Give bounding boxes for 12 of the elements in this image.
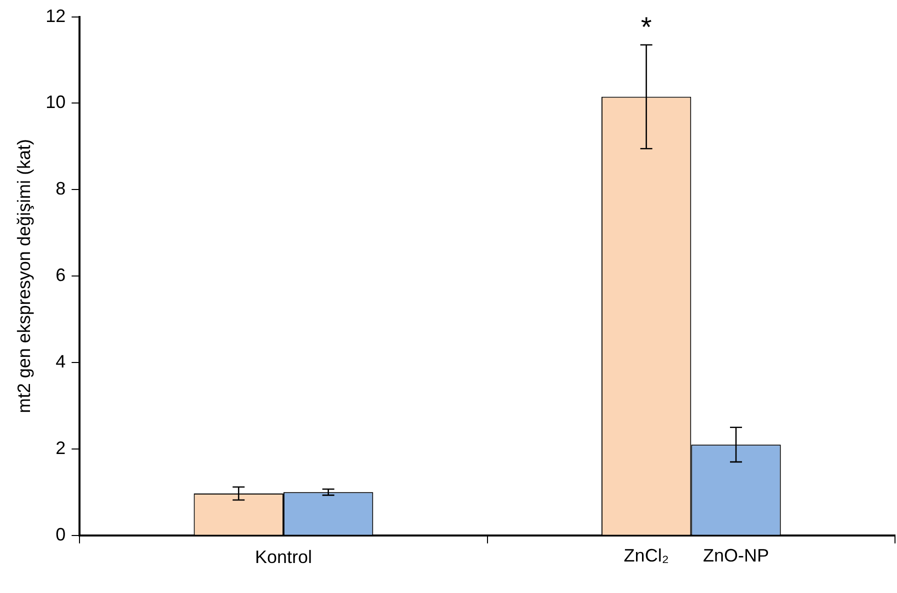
series-label: ZnO-NP [702,545,770,566]
y-tick-label: 6 [56,265,66,286]
y-tick-label: 0 [56,524,66,544]
y-tick-label: 12 [46,6,66,26]
y-tick-label: 2 [56,438,66,458]
series-label: ZnCl₂ [624,545,669,566]
y-tick-label: 4 [56,352,66,372]
x-tick-label: Kontrol [254,547,312,568]
y-axis-title: mt2 gen ekspresyon değişimi (kat) [14,139,34,414]
y-tick-label: 8 [56,178,66,199]
annotation: * [640,12,652,43]
y-tick-label: 10 [46,92,66,112]
